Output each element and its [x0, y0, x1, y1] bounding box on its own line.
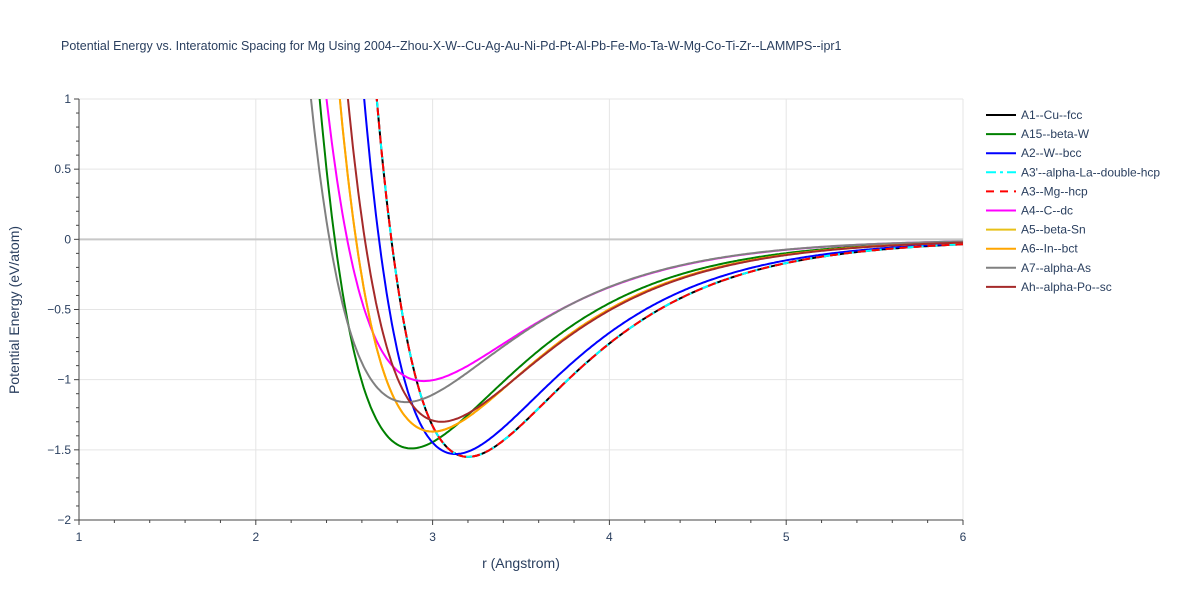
legend-item[interactable]: A4--C--dc	[986, 204, 1073, 218]
x-tick-label: 3	[429, 530, 436, 544]
legend-item[interactable]: A1--Cu--fcc	[986, 108, 1082, 122]
axes	[74, 98, 964, 525]
legend-item[interactable]: A3'--alpha-La--double-hcp	[986, 165, 1160, 179]
y-tick-label: −1.5	[47, 443, 71, 457]
y-tick-label: 1	[64, 92, 71, 106]
y-tick-label: 0	[64, 232, 71, 246]
series-line	[325, 99, 963, 383]
series-line	[363, 99, 963, 455]
x-tick-label: 1	[76, 530, 83, 544]
legend-item[interactable]: Ah--alpha-Po--sc	[986, 280, 1112, 294]
y-tick-labels: −2 −1.5 −1 −0.5 0 0.5 1	[47, 92, 71, 527]
x-tick-label: 2	[252, 530, 259, 544]
y-tick-label: −2	[57, 513, 71, 527]
legend-label: A15--beta-W	[1021, 127, 1090, 141]
y-tick-label: −1	[57, 373, 71, 387]
legend-item[interactable]: A7--alpha-As	[986, 261, 1091, 275]
grid-lines	[79, 98, 964, 521]
series-lines	[309, 99, 963, 458]
legend-item[interactable]: A3--Mg--hcp	[986, 184, 1088, 198]
legend-item[interactable]: A15--beta-W	[986, 127, 1090, 141]
series-line	[346, 99, 963, 423]
legend-label: A6--In--bct	[1021, 242, 1078, 256]
x-tick-labels: 1 2 3 4 5 6	[76, 530, 967, 544]
legend-label: A7--alpha-As	[1021, 261, 1091, 275]
legend-label: A1--Cu--fcc	[1021, 108, 1082, 122]
legend-item[interactable]: A5--beta-Sn	[986, 223, 1086, 237]
y-tick-label: −0.5	[47, 303, 71, 317]
legend-label: A5--beta-Sn	[1021, 223, 1086, 237]
y-tick-label: 0.5	[54, 162, 71, 176]
legend-label: Ah--alpha-Po--sc	[1021, 280, 1112, 294]
x-tick-label: 6	[960, 530, 967, 544]
y-axis-title: Potential Energy (eV/atom)	[6, 226, 22, 394]
legend-item[interactable]: A6--In--bct	[986, 242, 1078, 256]
legend-label: A4--C--dc	[1021, 204, 1073, 218]
series-line	[375, 99, 963, 458]
legend-label: A3'--alpha-La--double-hcp	[1021, 165, 1160, 179]
legend-label: A2--W--bcc	[1021, 146, 1081, 160]
legend-label: A3--Mg--hcp	[1021, 184, 1088, 198]
legend[interactable]: A1--Cu--fcc A15--beta-W A2--W--bcc A3'--alp…	[986, 108, 1160, 294]
chart-title: Potential Energy vs. Interatomic Spacing…	[61, 39, 842, 53]
series-line	[309, 99, 963, 404]
x-axis-title: r (Angstrom)	[482, 555, 560, 571]
x-tick-label: 4	[606, 530, 613, 544]
legend-item[interactable]: A2--W--bcc	[986, 146, 1081, 160]
x-tick-label: 5	[783, 530, 790, 544]
